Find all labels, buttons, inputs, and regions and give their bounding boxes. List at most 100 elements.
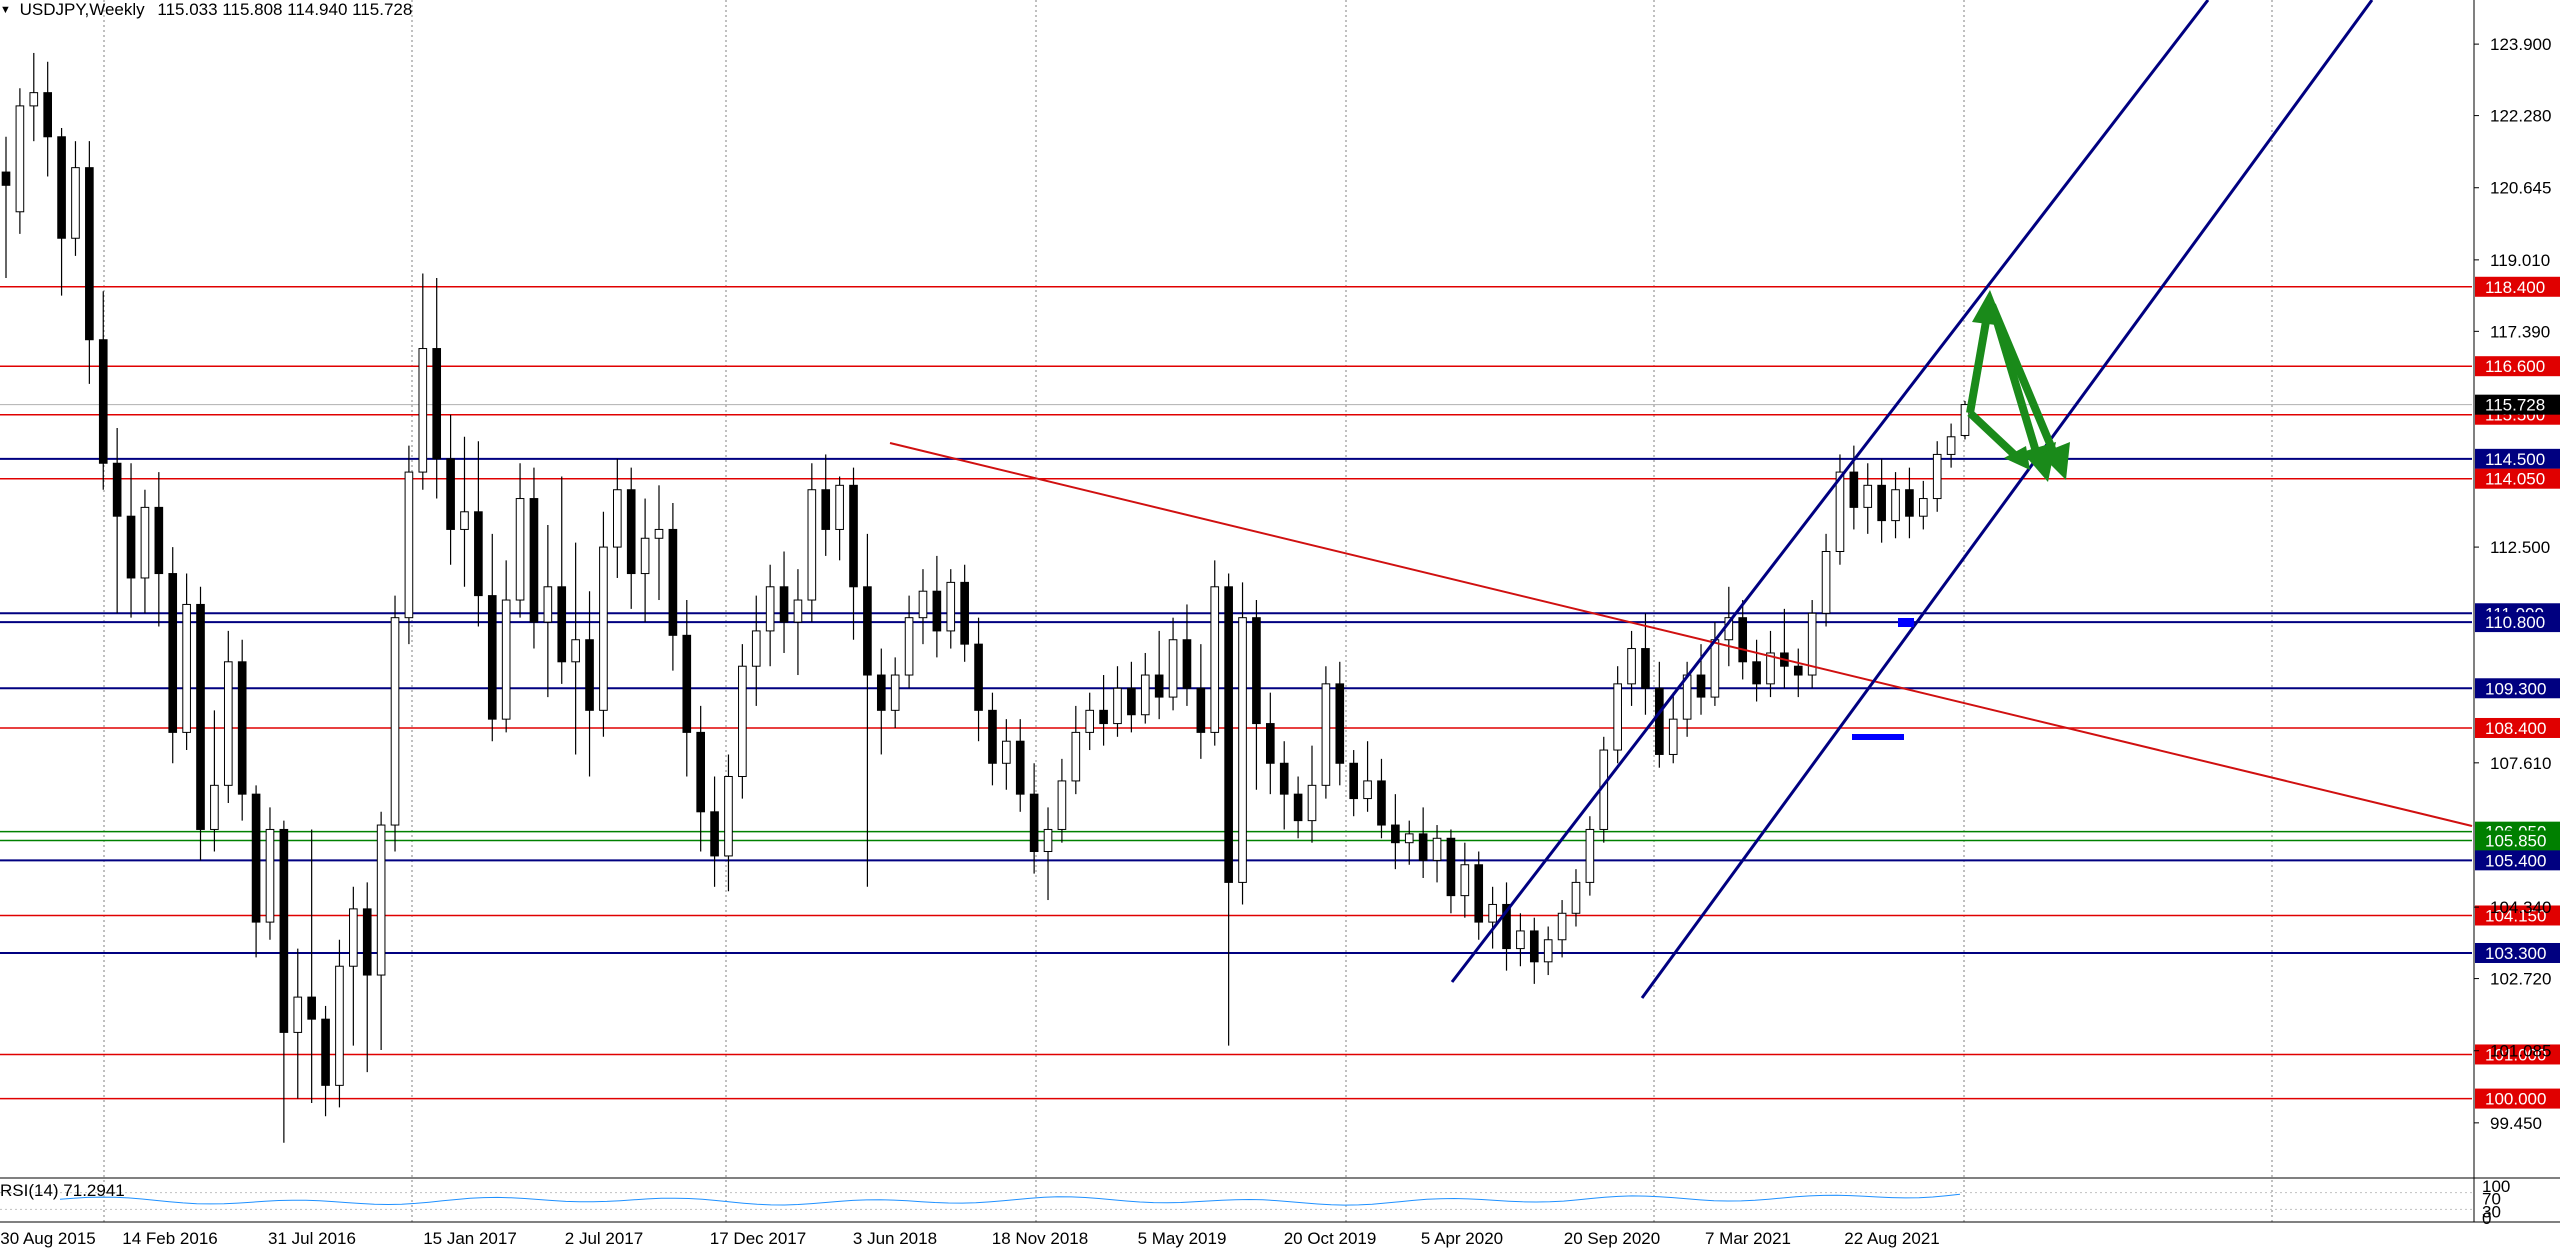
date-label: 17 Dec 2017 <box>710 1229 806 1248</box>
candle <box>1224 573 1233 1046</box>
level-badge <box>2475 830 2560 851</box>
candle-body <box>1127 687 1136 716</box>
candle-body <box>1655 687 1664 755</box>
candle-body <box>1057 780 1067 830</box>
candle <box>154 472 164 627</box>
candle <box>196 586 205 861</box>
channel-lower-line[interactable] <box>1640 0 2374 999</box>
candle <box>821 454 831 556</box>
candle-body <box>376 824 386 976</box>
candle-body <box>1766 652 1775 685</box>
candle <box>1349 750 1359 817</box>
candle-body <box>1710 639 1720 698</box>
candle-body <box>1793 665 1803 676</box>
down-arrow-2-head <box>2040 442 2070 480</box>
candle <box>1252 600 1261 790</box>
candle-body <box>1557 912 1567 941</box>
candle-body <box>1432 837 1442 861</box>
candle <box>168 547 178 764</box>
candle <box>1377 758 1386 839</box>
candle-body <box>988 709 997 764</box>
candle <box>1946 423 1956 468</box>
level-badge <box>2475 1044 2560 1065</box>
candle-body <box>1585 828 1595 883</box>
candle-body <box>1265 723 1275 764</box>
candle-body <box>1029 793 1039 853</box>
candle-body <box>1932 453 1942 500</box>
level-label: 114.500 <box>2485 450 2545 469</box>
candle <box>543 525 553 698</box>
candle-body <box>1113 687 1122 725</box>
candle <box>126 463 136 618</box>
candle-body <box>321 1018 330 1086</box>
candle <box>1807 600 1817 689</box>
candle-body <box>904 617 914 676</box>
candle-body <box>1738 617 1748 663</box>
candle <box>668 502 678 671</box>
candle-body <box>1891 489 1900 522</box>
candle-body <box>196 603 205 830</box>
drawings[interactable] <box>889 0 2473 999</box>
candle-body <box>1252 617 1261 725</box>
candle-body <box>1571 881 1581 914</box>
level-badge <box>2475 448 2560 469</box>
candle <box>1752 639 1761 702</box>
candle <box>918 569 928 645</box>
candle <box>1516 913 1525 967</box>
channel-upper-line[interactable] <box>1450 0 2210 983</box>
candle-body <box>1210 586 1220 733</box>
candle <box>446 414 455 565</box>
candle <box>946 569 956 649</box>
candle-body <box>418 348 428 473</box>
price-tick-label: 122.280 <box>2490 107 2551 126</box>
candle <box>654 485 664 601</box>
candle-body <box>835 484 844 530</box>
up-arrow[interactable] <box>1966 309 1992 414</box>
candle-body <box>863 586 872 676</box>
candle-body <box>1516 930 1525 950</box>
level-badge <box>2475 942 2560 963</box>
candle <box>1071 705 1081 795</box>
candle <box>988 692 997 786</box>
candle <box>1557 900 1567 958</box>
candle-body <box>210 784 219 830</box>
candle <box>1057 758 1067 843</box>
candle-body <box>223 661 233 786</box>
candle <box>112 427 122 614</box>
candle-body <box>724 776 733 857</box>
candle-body <box>1960 404 1970 436</box>
candle-body <box>793 599 803 623</box>
candle-body <box>404 471 414 619</box>
projection-arrows[interactable] <box>1966 290 2070 482</box>
level-label: 110.800 <box>2485 613 2545 632</box>
candle-body <box>807 489 817 601</box>
candle <box>738 644 747 799</box>
candle <box>835 476 844 561</box>
candle <box>807 463 817 623</box>
descending-trendline[interactable] <box>889 442 2473 827</box>
down-arrow-3[interactable] <box>1967 410 2023 463</box>
down-arrow-2[interactable] <box>1988 303 2062 465</box>
blue-marker <box>1898 618 1914 627</box>
candle <box>710 776 719 887</box>
candle-body <box>446 458 455 530</box>
candle <box>1863 463 1873 534</box>
candle <box>265 807 275 940</box>
price-tick-label: 107.610 <box>2490 754 2551 773</box>
down-arrow-3-head <box>2004 446 2030 470</box>
candle-body <box>1877 484 1886 522</box>
candle-body <box>751 630 761 667</box>
date-label: 7 Mar 2021 <box>1705 1229 1791 1248</box>
candle-body <box>154 506 164 575</box>
level-label: 108.400 <box>2485 719 2546 738</box>
date-label: 5 Apr 2020 <box>1421 1229 1503 1248</box>
candle-body <box>682 634 692 733</box>
level-label: 114.050 <box>2485 470 2545 489</box>
price-tick-label: 120.645 <box>2490 179 2551 198</box>
candle-body <box>98 339 108 464</box>
candle <box>1015 719 1025 812</box>
candle-body <box>1307 784 1317 822</box>
candle-body <box>182 603 191 733</box>
dropdown-triangle-icon[interactable]: ▼ <box>0 4 11 16</box>
